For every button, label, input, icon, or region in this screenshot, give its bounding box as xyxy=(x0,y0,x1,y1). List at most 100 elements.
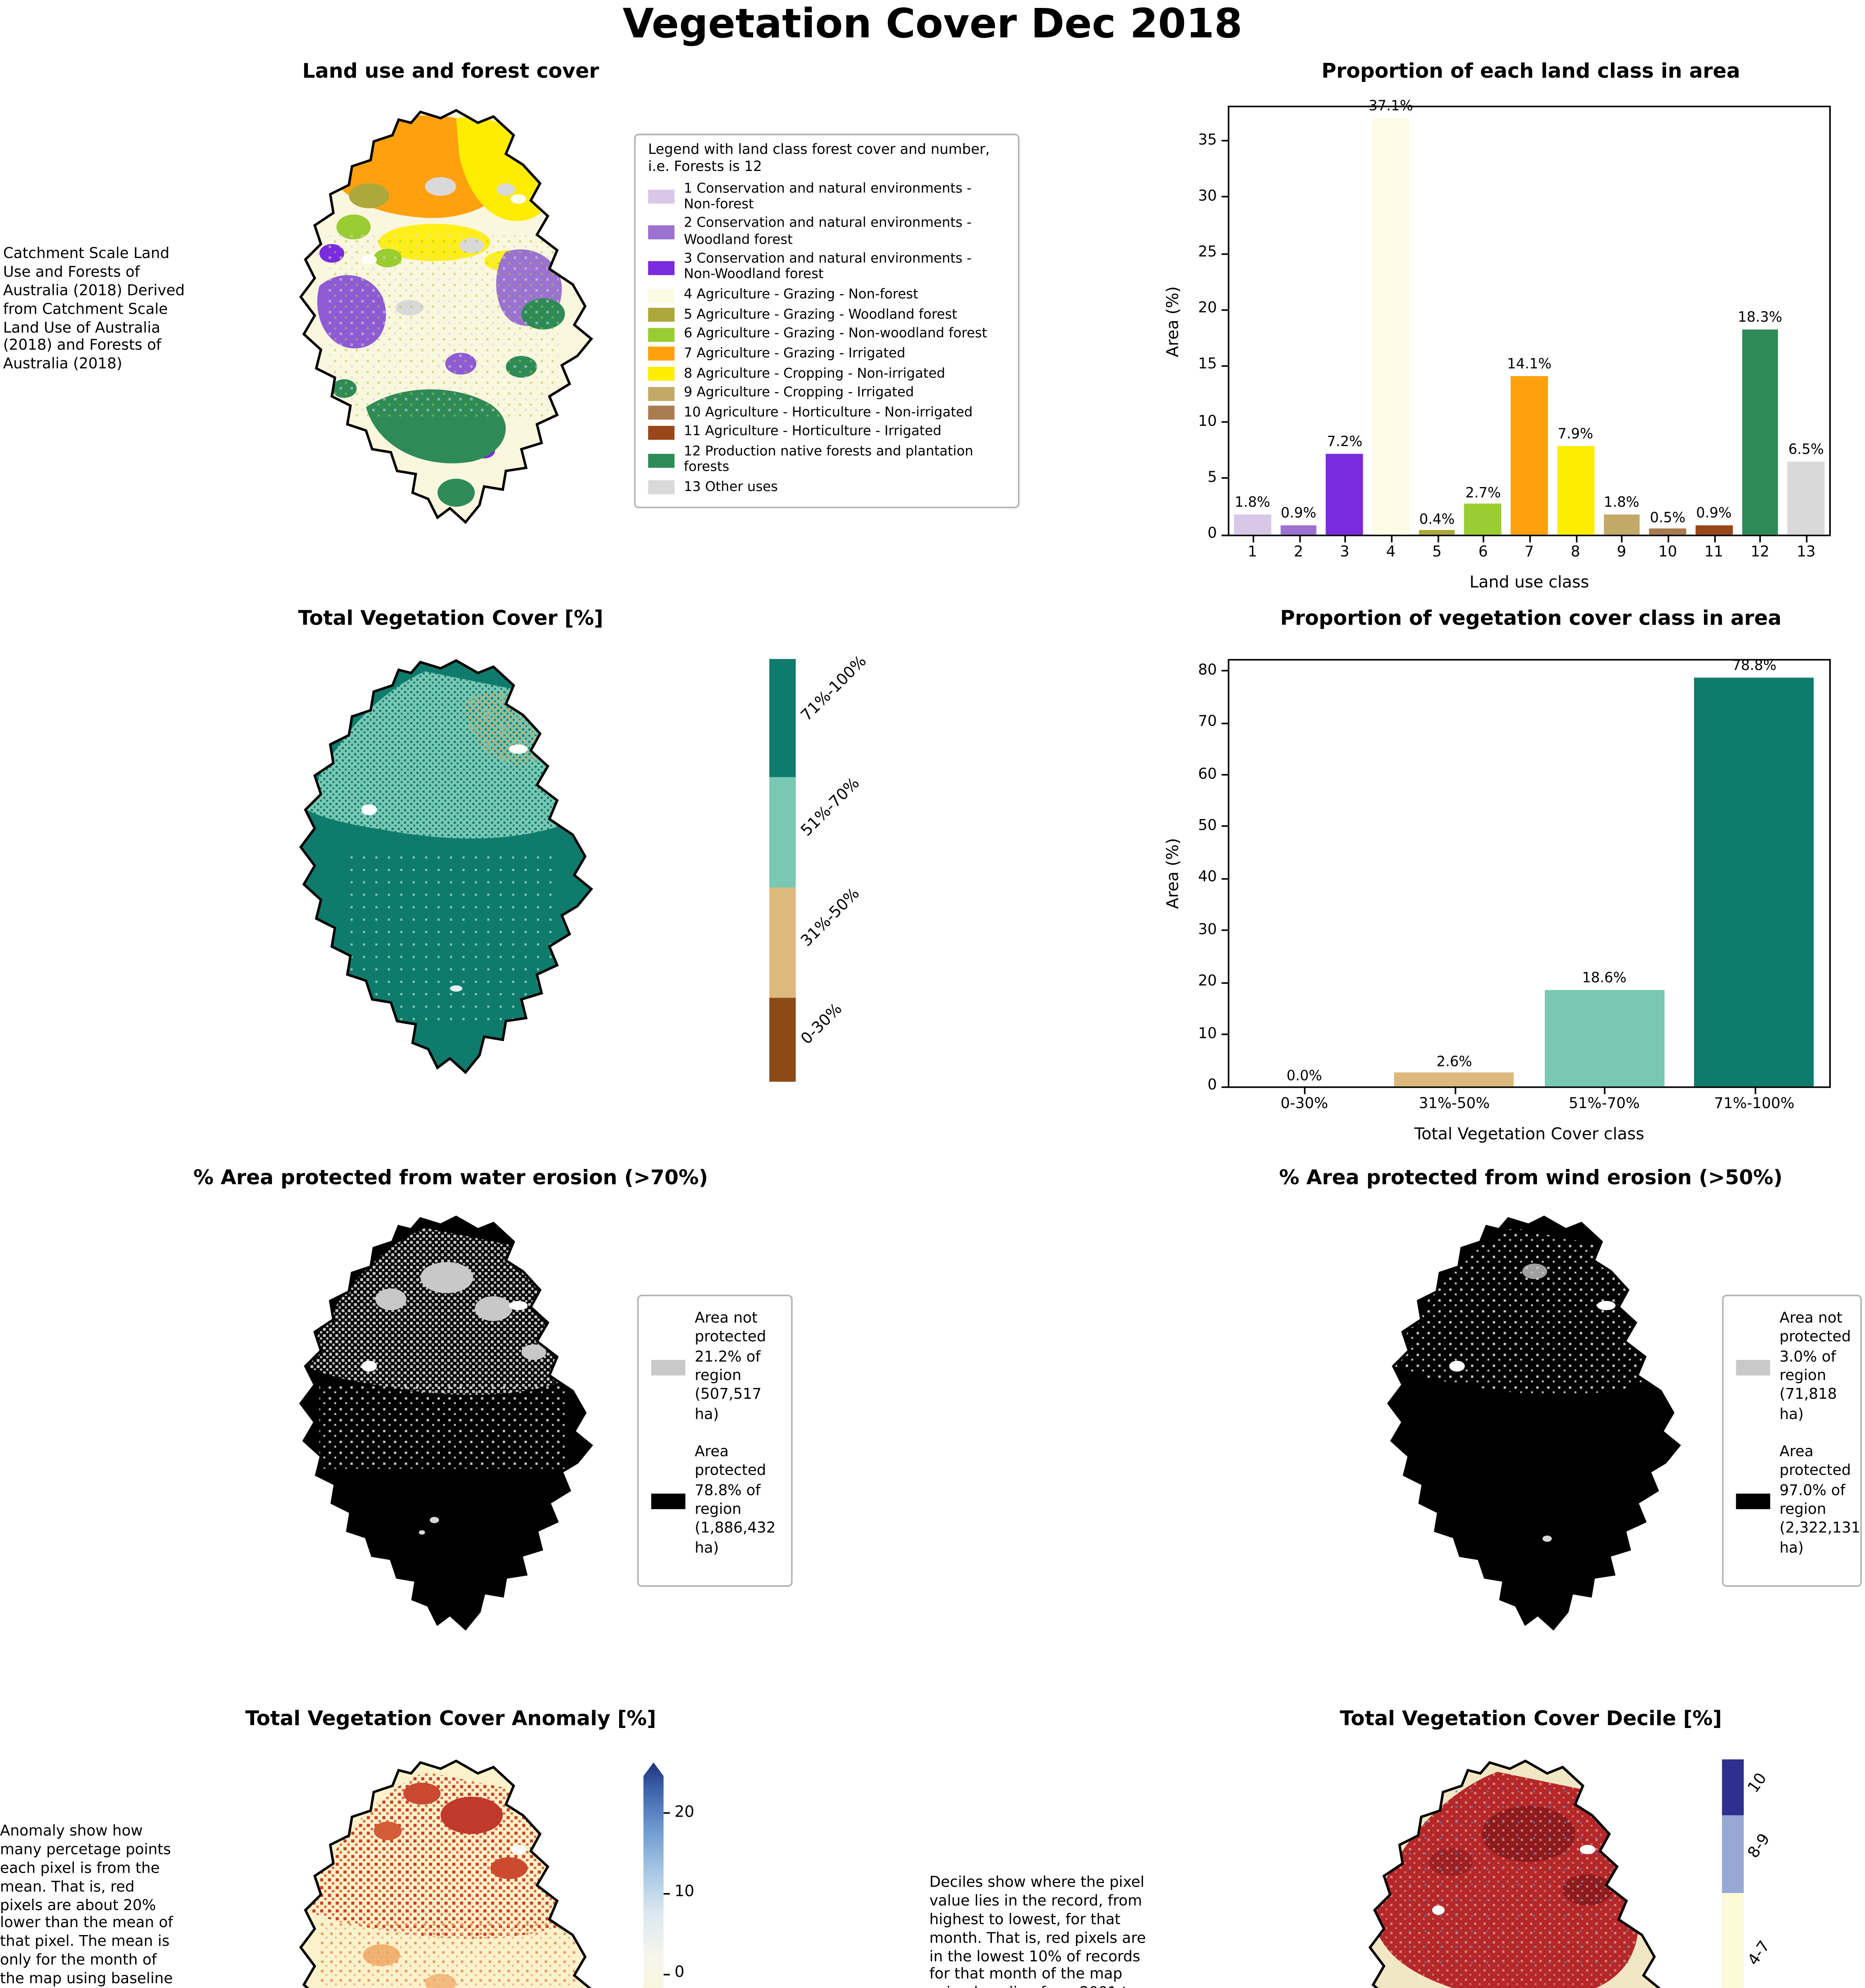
legend-label: 13 Other uses xyxy=(684,480,778,496)
y-tick-label: 10 xyxy=(1198,413,1217,430)
water-erosion-map xyxy=(272,1209,622,1641)
y-tick-label: 30 xyxy=(1198,921,1217,939)
x-tick-label: 2 xyxy=(1294,544,1304,561)
landuse-source-note: Catchment Scale Land Use and Forests of … xyxy=(3,245,185,374)
y-tick-label: 5 xyxy=(1207,469,1217,486)
x-tick-label: 71%-100% xyxy=(1714,1095,1795,1113)
x-tick xyxy=(1575,534,1577,543)
legend-swatch xyxy=(648,453,675,468)
x-tick xyxy=(1760,534,1762,543)
legend-swatch xyxy=(651,1360,686,1376)
legend-swatch xyxy=(1736,1360,1770,1376)
legend-label: 10 Agriculture - Horticulture - Non-irri… xyxy=(684,405,973,421)
colorbar-label: 71%-100% xyxy=(798,653,870,726)
bar-value-label: 14.1% xyxy=(1507,358,1552,374)
bar-value-label: 0.0% xyxy=(1286,1068,1322,1084)
y-tick-label: 20 xyxy=(1198,973,1217,990)
legend-label: 2 Conservation and natural environments … xyxy=(684,216,972,248)
y-tick xyxy=(1221,1085,1230,1087)
y-tick-label: 0 xyxy=(1207,1077,1217,1094)
bar-9 xyxy=(1603,514,1640,535)
legend-label: Area not protected 3.0% of region (71,81… xyxy=(1780,1310,1851,1423)
vegcover-map-fill xyxy=(301,660,592,1073)
y-tick xyxy=(1221,196,1230,198)
legend-label: 7 Agriculture - Grazing - Irrigated xyxy=(684,346,905,362)
colorbar-tick-label: 10 xyxy=(674,1884,694,1901)
y-tick-label: 20 xyxy=(1198,300,1217,318)
colorbar-label: 0-30% xyxy=(798,1001,846,1049)
landuse-map xyxy=(272,103,622,535)
x-tick-label: 9 xyxy=(1616,544,1626,561)
legend-label: Area protected 78.8% of region (1,886,43… xyxy=(695,1444,776,1557)
bar-value-label: 18.6% xyxy=(1582,972,1627,988)
colorbar-label: 4-7 xyxy=(1745,1938,1774,1969)
legend-label: 5 Agriculture - Grazing - Woodland fores… xyxy=(684,307,958,323)
y-tick xyxy=(1221,534,1230,536)
vegcover-colorbar: 71%-100% 51%-70% 31%-50% 0-30% xyxy=(769,654,870,1082)
bar-13 xyxy=(1787,461,1825,535)
y-tick xyxy=(1221,774,1230,776)
vegclass-bar-chart: 0 10 20 30 40 50 60 70 80 0.0% 0-30% 2.6% 31%-50% 18.… xyxy=(1198,659,1831,1113)
x-tick xyxy=(1304,1086,1306,1094)
colorbar-segment xyxy=(1722,1815,1744,1893)
x-tick-label: 0-30% xyxy=(1280,1095,1328,1113)
y-tick-label: 25 xyxy=(1198,244,1217,262)
anomaly-colorbar-gradient xyxy=(643,1762,664,1988)
vegclass-chart-title: Proportion of vegetation cover class in … xyxy=(1280,608,1782,631)
y-tick-label: 40 xyxy=(1198,869,1217,887)
wind-erosion-title: % Area protected from wind erosion (>50%… xyxy=(1279,1167,1783,1191)
legend-item: 8 Agriculture - Cropping - Non-irrigated xyxy=(648,366,1006,382)
decile-note: Deciles show where the pixel value lies … xyxy=(929,1874,1146,1988)
bar-value-label: 2.6% xyxy=(1436,1055,1472,1071)
legend-label: Area protected 97.0% of region (2,322,13… xyxy=(1780,1444,1861,1557)
legend-swatch xyxy=(1736,1493,1770,1510)
colorbar-label: 8-9 xyxy=(1745,1832,1774,1863)
wind-erosion-legend: Area not protected 3.0% of region (71,81… xyxy=(1722,1295,1862,1587)
legend-swatch xyxy=(648,308,675,322)
legend-label: 8 Agriculture - Cropping - Non-irrigated xyxy=(684,366,945,382)
legend-item: 4 Agriculture - Grazing - Non-forest xyxy=(648,287,1006,303)
y-tick xyxy=(1221,1033,1230,1035)
landuse-map-fill xyxy=(301,110,592,522)
legend-swatch xyxy=(648,190,675,204)
y-tick xyxy=(1221,670,1230,672)
bar-4 xyxy=(1372,117,1409,535)
y-tick-label: 70 xyxy=(1198,713,1217,731)
anomaly-title: Total Vegetation Cover Anomaly [%] xyxy=(245,1708,656,1732)
colorbar-segment xyxy=(769,777,796,887)
x-tick-label: 31%-50% xyxy=(1418,1095,1490,1113)
legend-swatch xyxy=(648,481,675,495)
water-erosion-legend: Area not protected 21.2% of region (507,… xyxy=(637,1295,793,1587)
legend-item: 5 Agriculture - Grazing - Woodland fores… xyxy=(648,307,1006,323)
legend-swatch xyxy=(648,327,675,342)
wind-erosion-map xyxy=(1360,1209,1710,1641)
legend-swatch xyxy=(648,260,675,275)
y-tick xyxy=(1221,722,1230,724)
water-erosion-title: % Area protected from water erosion (>70… xyxy=(193,1167,708,1191)
x-tick xyxy=(1713,534,1715,543)
y-tick xyxy=(1221,982,1230,984)
legend-item: Area protected 97.0% of region (2,322,13… xyxy=(1736,1444,1860,1559)
x-tick xyxy=(1437,534,1439,543)
legend-label: 4 Agriculture - Grazing - Non-forest xyxy=(684,287,919,303)
x-tick-label: 12 xyxy=(1750,544,1770,561)
x-tick-label: 6 xyxy=(1478,544,1488,561)
y-tick-label: 35 xyxy=(1198,132,1217,149)
bar-value-label: 78.8% xyxy=(1732,659,1777,675)
y-tick-label: 60 xyxy=(1198,765,1217,783)
legend-swatch xyxy=(648,386,675,401)
bar-6 xyxy=(1465,504,1502,535)
landuse-title: Land use and forest cover xyxy=(302,60,599,84)
decile-map xyxy=(1341,1753,1691,1988)
legend-item: 6 Agriculture - Grazing - Non-woodland f… xyxy=(648,327,1006,343)
colorbar-label: 10 xyxy=(1745,1771,1771,1797)
landclass-bar-chart: 0 5 10 15 20 25 30 35 1.8% 1 0.9% 2 7.2% 3 37.1% 4 0.4% 5… xyxy=(1198,100,1831,561)
legend-item: 11 Agriculture - Horticulture - Irrigate… xyxy=(648,425,1006,441)
colorbar-tick xyxy=(663,1893,670,1895)
bar-value-label: 18.3% xyxy=(1738,311,1782,327)
colorbar-segment xyxy=(1722,1759,1744,1815)
legend-swatch xyxy=(648,225,675,240)
y-tick xyxy=(1221,478,1230,480)
colorbar-segment xyxy=(769,887,796,997)
vegclass-chart-xlabel: Total Vegetation Cover class xyxy=(1414,1125,1644,1144)
